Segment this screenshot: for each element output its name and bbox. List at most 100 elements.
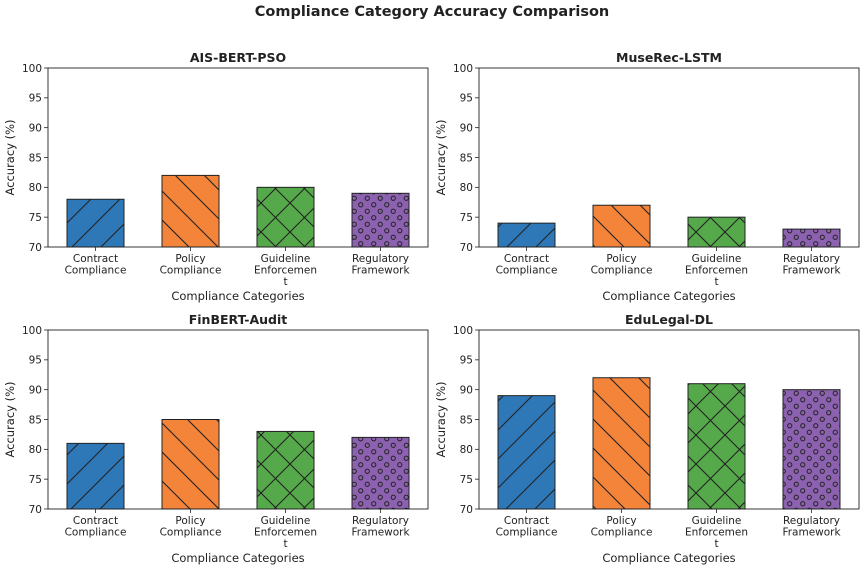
- y-tick-label: 70: [29, 504, 42, 516]
- chart-panel-3: FinBERT-Audit 70 75 80 85 90 95 100 Accuracy (%)…: [3, 312, 429, 565]
- bar-3: [256, 430, 315, 510]
- y-tick-label: 95: [460, 93, 473, 105]
- x-tick-label: Regulatory: [352, 253, 409, 265]
- bar-4: [351, 436, 410, 510]
- bar-2: [592, 377, 651, 510]
- x-tick-label: Contract: [73, 515, 118, 527]
- x-tick-label: Compliance: [65, 527, 127, 539]
- x-tick-label: Guideline: [261, 253, 311, 265]
- y-tick-label: 70: [460, 504, 473, 516]
- chart-panel-2: MuseRec-LSTM 70 75 80 85 90 95 100 Accuracy (%) C…: [434, 50, 860, 303]
- plot-frame: [478, 329, 860, 510]
- x-tick-label: Regulatory: [783, 253, 840, 265]
- y-axis-label: Accuracy (%): [3, 381, 17, 457]
- bar-2: [161, 419, 220, 510]
- x-tick-label: Guideline: [692, 515, 742, 527]
- y-tick-label: 85: [460, 152, 473, 164]
- y-tick-label: 90: [460, 384, 473, 396]
- bar-3: [687, 383, 746, 510]
- x-tick-label: Policy: [606, 253, 636, 265]
- bar-1: [66, 198, 125, 248]
- y-tick-label: 95: [29, 355, 42, 367]
- bar-3: [256, 186, 315, 248]
- y-tick-label: 80: [29, 444, 42, 456]
- y-tick-label: 75: [29, 212, 42, 224]
- x-tick-label: Policy: [175, 253, 205, 265]
- x-tick-label: Compliance: [160, 527, 222, 539]
- y-tick-label: 70: [460, 242, 473, 254]
- chart-panel-4: EduLegal-DL 70 75 80 85 90 95 100 Accuracy (%) Co…: [434, 312, 860, 565]
- x-tick-label: Compliance: [496, 527, 558, 539]
- panel-title: FinBERT-Audit: [189, 312, 288, 327]
- bar-4: [782, 228, 841, 248]
- plot-frame: [47, 67, 429, 248]
- bar-2: [592, 204, 651, 248]
- y-tick-label: 80: [460, 182, 473, 194]
- panel-title: AIS-BERT-PSO: [190, 50, 286, 65]
- x-tick-label: Regulatory: [783, 515, 840, 527]
- panel-title: EduLegal-DL: [625, 312, 713, 327]
- figure-title: Compliance Category Accuracy Comparison: [255, 4, 609, 20]
- x-tick-label: t: [283, 276, 287, 288]
- y-tick-label: 70: [29, 242, 42, 254]
- x-tick-label: Enforcemen: [254, 265, 317, 277]
- panel-title: MuseRec-LSTM: [616, 50, 722, 65]
- y-tick-label: 85: [460, 414, 473, 426]
- x-tick-label: Contract: [504, 253, 549, 265]
- y-tick-label: 75: [460, 212, 473, 224]
- x-axis-label: Compliance Categories: [171, 551, 304, 565]
- plot-frame: [47, 329, 429, 510]
- x-tick-label: Contract: [73, 253, 118, 265]
- x-tick-label: Guideline: [692, 253, 742, 265]
- x-axis-label: Compliance Categories: [602, 551, 735, 565]
- x-axis-label: Compliance Categories: [171, 289, 304, 303]
- y-tick-label: 90: [29, 384, 42, 396]
- y-tick-label: 75: [29, 474, 42, 486]
- x-tick-label: Compliance: [591, 265, 653, 277]
- bar-4: [782, 389, 841, 510]
- y-tick-label: 90: [29, 122, 42, 134]
- plot-frame: [478, 67, 860, 248]
- x-tick-label: Framework: [782, 265, 841, 277]
- x-tick-label: Compliance: [496, 265, 558, 277]
- x-tick-label: Policy: [606, 515, 636, 527]
- y-axis-label: Accuracy (%): [434, 381, 448, 457]
- x-tick-label: Enforcemen: [685, 527, 748, 539]
- x-tick-label: Compliance: [591, 527, 653, 539]
- bar-1: [497, 222, 556, 248]
- chart-panel-1: AIS-BERT-PSO 70 75 80 85 90 95 100 Accuracy (%) C…: [3, 50, 429, 303]
- bar-1: [497, 395, 556, 510]
- y-tick-label: 80: [460, 444, 473, 456]
- x-tick-label: Enforcemen: [685, 265, 748, 277]
- y-axis-label: Accuracy (%): [3, 119, 17, 195]
- x-tick-label: Framework: [782, 527, 841, 539]
- y-axis-label: Accuracy (%): [434, 119, 448, 195]
- y-tick-label: 100: [22, 325, 42, 337]
- x-tick-label: Framework: [351, 265, 410, 277]
- x-axis-label: Compliance Categories: [602, 289, 735, 303]
- bar-3: [687, 216, 746, 248]
- y-tick-label: 85: [29, 414, 42, 426]
- bar-1: [66, 442, 125, 510]
- x-tick-label: Compliance: [65, 265, 127, 277]
- x-tick-label: Policy: [175, 515, 205, 527]
- y-tick-label: 95: [460, 355, 473, 367]
- x-tick-label: t: [283, 538, 287, 550]
- bar-2: [161, 174, 220, 248]
- y-tick-label: 100: [453, 325, 473, 337]
- x-tick-label: Compliance: [160, 265, 222, 277]
- y-tick-label: 100: [453, 63, 473, 75]
- y-tick-label: 100: [22, 63, 42, 75]
- x-tick-label: t: [714, 538, 718, 550]
- x-tick-label: Regulatory: [352, 515, 409, 527]
- y-tick-label: 90: [460, 122, 473, 134]
- bar-4: [351, 192, 410, 248]
- y-tick-label: 75: [460, 474, 473, 486]
- y-tick-label: 95: [29, 93, 42, 105]
- y-tick-label: 80: [29, 182, 42, 194]
- x-tick-label: Guideline: [261, 515, 311, 527]
- x-tick-label: Enforcemen: [254, 527, 317, 539]
- x-tick-label: t: [714, 276, 718, 288]
